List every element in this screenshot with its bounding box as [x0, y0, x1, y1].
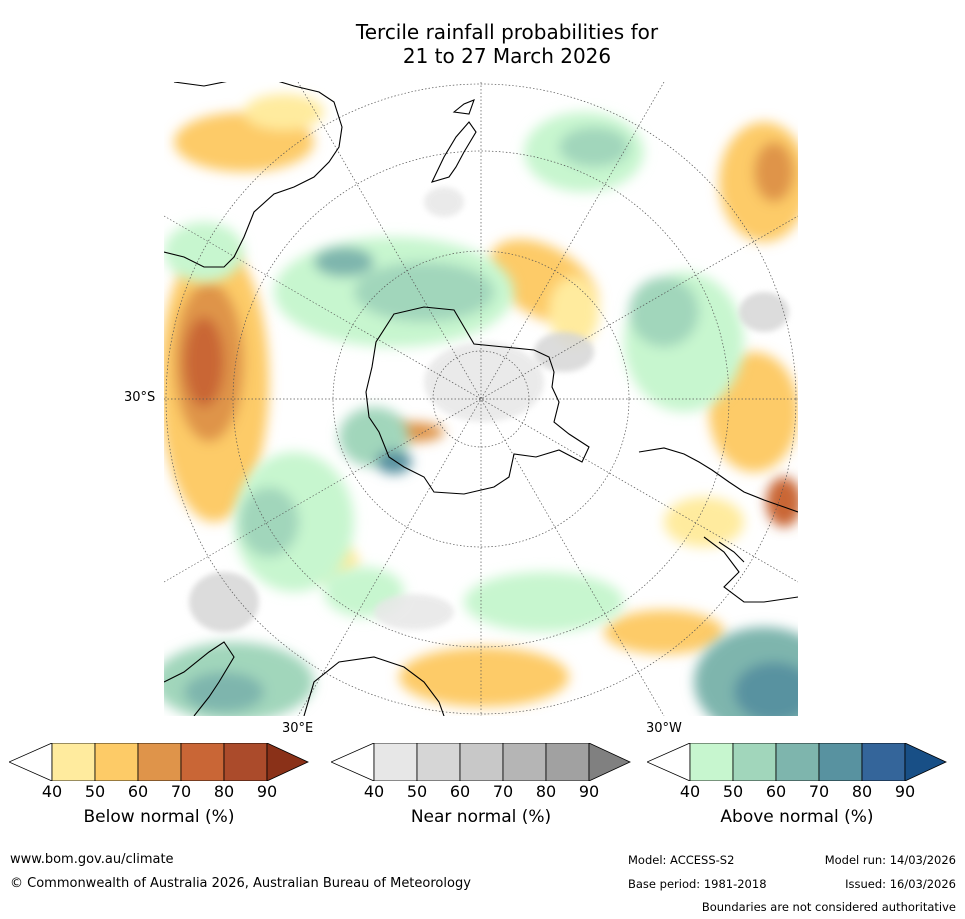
title-line-2: 21 to 27 March 2026 — [402, 44, 612, 68]
tick: 50 — [722, 782, 744, 801]
tick: 40 — [679, 782, 701, 801]
tick: 90 — [578, 782, 600, 801]
graticule — [164, 82, 798, 716]
near-normal-colorbar — [331, 743, 631, 781]
tick: 90 — [256, 782, 278, 801]
tick: 60 — [765, 782, 787, 801]
tick: 50 — [84, 782, 106, 801]
tick: 70 — [492, 782, 514, 801]
near-normal-label: Near normal (%) — [410, 807, 552, 827]
tick: 70 — [808, 782, 830, 801]
lon-label-30w: 30°W — [646, 721, 682, 736]
tick: 60 — [449, 782, 471, 801]
tick: 80 — [535, 782, 557, 801]
probability-map — [164, 82, 798, 716]
africa-coast — [164, 641, 235, 716]
issued-text: Issued: 16/03/2026 — [845, 877, 956, 891]
lon-label-30e: 30°E — [282, 721, 314, 736]
lat-label-30s: 30°S — [124, 390, 156, 405]
tick: 60 — [127, 782, 149, 801]
below-normal-colorbar — [9, 743, 309, 781]
title-line-1: Tercile rainfall probabilities for — [355, 20, 659, 44]
map-title: Tercile rainfall probabilities for 21 to… — [0, 20, 965, 68]
tick: 40 — [363, 782, 385, 801]
above-normal-colorbar — [647, 743, 947, 781]
coastlines — [164, 82, 798, 716]
antarctica-coast — [365, 306, 590, 495]
australia-coast — [164, 82, 343, 268]
model-run-text: Model run: 14/03/2026 — [824, 853, 956, 867]
website-link[interactable]: www.bom.gov.au/climate — [10, 852, 174, 867]
tick: 40 — [41, 782, 63, 801]
map-canvas — [164, 82, 798, 716]
tick: 80 — [851, 782, 873, 801]
base-period-text: Base period: 1981-2018 — [628, 877, 767, 891]
tick: 50 — [406, 782, 428, 801]
new-zealand-coast — [430, 121, 477, 183]
below-normal-label: Below normal (%) — [83, 807, 235, 827]
disclaimer-text: Boundaries are not considered authoritat… — [701, 900, 956, 914]
copyright-text: © Commonwealth of Australia 2026, Austra… — [10, 876, 471, 891]
south-america-coast — [638, 447, 798, 513]
near-normal-regions — [189, 187, 789, 632]
tick: 80 — [213, 782, 235, 801]
tick: 70 — [170, 782, 192, 801]
above-normal-regions — [164, 112, 798, 716]
tick: 90 — [894, 782, 916, 801]
below-normal-regions — [164, 94, 798, 707]
model-text: Model: ACCESS-S2 — [628, 853, 735, 867]
above-normal-label: Above normal (%) — [720, 807, 874, 827]
